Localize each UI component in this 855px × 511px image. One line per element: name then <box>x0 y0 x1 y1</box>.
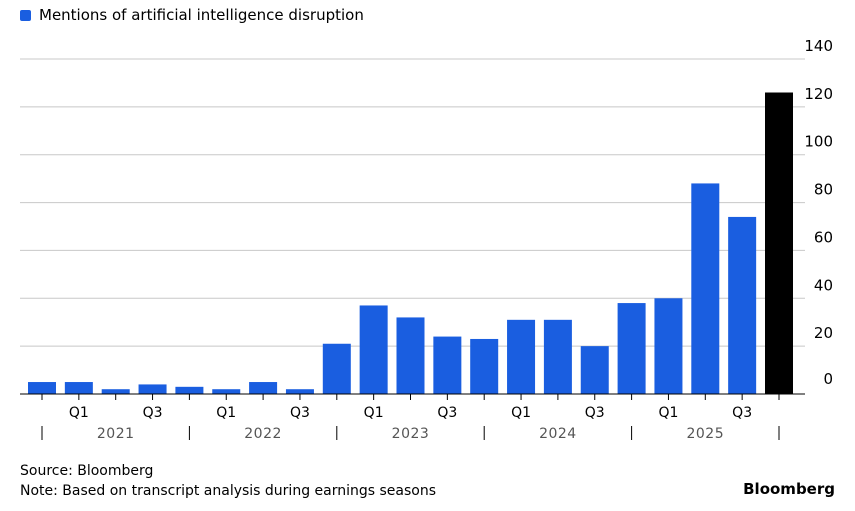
year-label: 2022 <box>244 426 282 442</box>
bar <box>101 389 130 394</box>
x-tick-label: Q3 <box>143 405 163 421</box>
y-tick-label: 140 <box>804 37 833 55</box>
year-label: 2021 <box>97 426 135 442</box>
legend-label: Mentions of artificial intelligence disr… <box>39 6 364 24</box>
y-tick-label: 120 <box>804 85 833 103</box>
y-tick-label: 100 <box>804 133 833 151</box>
bar <box>543 319 572 394</box>
y-tick-label: 0 <box>823 370 833 388</box>
brand-wordmark: Bloomberg <box>743 480 835 498</box>
bar <box>433 336 462 394</box>
source-note: Source: Bloomberg <box>20 463 154 479</box>
bar <box>691 183 720 394</box>
bar <box>249 382 278 394</box>
x-tick-label: Q3 <box>585 405 605 421</box>
bar <box>138 384 167 394</box>
chart-footer: Source: Bloomberg Note: Based on transcr… <box>20 461 436 501</box>
bar <box>28 382 56 394</box>
x-tick-label: Q1 <box>364 405 384 421</box>
bar <box>359 305 388 394</box>
bar <box>728 216 757 394</box>
year-label: 2023 <box>392 426 430 442</box>
bar <box>396 317 425 394</box>
bar <box>617 303 646 394</box>
bar <box>470 338 499 394</box>
x-tick-label: Q1 <box>658 405 678 421</box>
y-tick-label: 20 <box>814 324 833 342</box>
bar <box>654 298 683 394</box>
y-tick-label: 80 <box>814 181 833 199</box>
x-tick-label: Q1 <box>69 405 89 421</box>
x-tick-label: Q3 <box>290 405 310 421</box>
x-tick-label: Q3 <box>437 405 457 421</box>
bar <box>322 343 351 394</box>
year-label: 2024 <box>539 426 577 442</box>
y-tick-label: 40 <box>814 276 833 294</box>
bar <box>507 319 536 394</box>
x-tick-label: Q1 <box>216 405 236 421</box>
bar-highlight <box>765 92 793 394</box>
x-tick-label: Q3 <box>732 405 752 421</box>
chart-legend: Mentions of artificial intelligence disr… <box>20 6 364 24</box>
methodology-note: Note: Based on transcript analysis durin… <box>20 483 437 499</box>
legend-swatch <box>20 9 31 21</box>
bar <box>212 389 241 394</box>
bar-chart: 0 20 40 60 80 100 120 140 Q1 Q3 Q1 Q3 Q1 Q3 Q1 Q3 Q1 Q3 20… <box>20 37 833 442</box>
year-label: 2025 <box>686 426 724 442</box>
bar <box>285 389 314 394</box>
bar <box>64 382 93 394</box>
bar <box>580 346 609 394</box>
bar <box>175 386 204 394</box>
x-tick-label: Q1 <box>511 405 531 421</box>
y-tick-label: 60 <box>814 228 833 246</box>
